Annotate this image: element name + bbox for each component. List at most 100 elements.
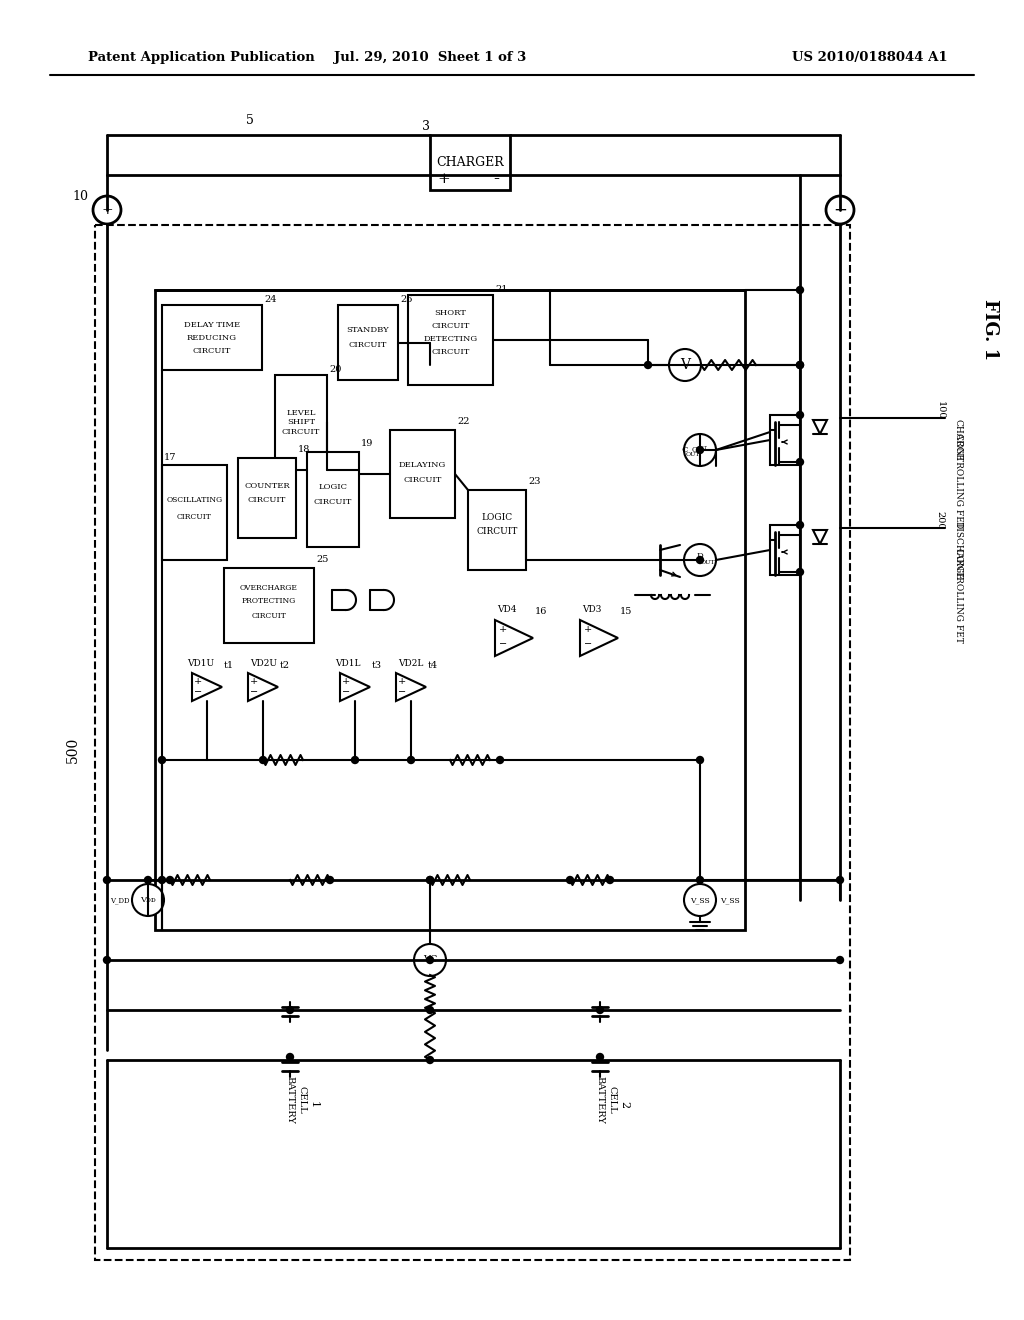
Text: +: + (250, 676, 258, 685)
Text: +: + (584, 626, 592, 635)
Text: BATTERY: BATTERY (286, 1076, 295, 1123)
Text: C: C (682, 446, 688, 454)
Text: 2: 2 (618, 1101, 629, 1109)
Circle shape (566, 876, 573, 883)
Text: CIRCUIT: CIRCUIT (431, 322, 470, 330)
Bar (162, 465, 227, 560)
Text: +: + (194, 676, 202, 685)
Text: t3: t3 (372, 660, 382, 669)
Bar (307, 451, 359, 546)
Text: t1: t1 (224, 660, 234, 669)
Text: CIRCUIT: CIRCUIT (476, 528, 518, 536)
Circle shape (103, 876, 111, 883)
Text: 21: 21 (495, 285, 508, 293)
Circle shape (327, 876, 334, 883)
Bar (275, 375, 327, 470)
Circle shape (797, 521, 804, 528)
Bar (770, 525, 800, 576)
Bar (224, 568, 314, 643)
Circle shape (797, 362, 804, 368)
Circle shape (497, 756, 504, 763)
Circle shape (597, 1006, 603, 1014)
Text: 22: 22 (457, 417, 469, 426)
Bar (95, 224, 850, 1261)
Text: V_DD: V_DD (111, 896, 130, 904)
Text: Jul. 29, 2010  Sheet 1 of 3: Jul. 29, 2010 Sheet 1 of 3 (334, 51, 526, 65)
Circle shape (351, 756, 358, 763)
Text: CIRCUIT: CIRCUIT (403, 477, 441, 484)
Text: 10: 10 (72, 190, 88, 202)
Text: V_SS: V_SS (720, 896, 739, 904)
Circle shape (684, 544, 716, 576)
Text: DELAY TIME: DELAY TIME (184, 321, 240, 329)
Text: CIRCUIT: CIRCUIT (431, 348, 470, 356)
Text: 17: 17 (164, 453, 176, 462)
Text: Cₒᵁᵀ: Cₒᵁᵀ (692, 446, 708, 454)
Circle shape (797, 362, 804, 368)
Text: CIRCUIT: CIRCUIT (177, 513, 212, 521)
Text: −: − (834, 202, 847, 219)
Text: +: + (101, 203, 113, 216)
Text: VD1U: VD1U (187, 659, 214, 668)
Text: 16: 16 (535, 607, 548, 616)
Circle shape (427, 1006, 433, 1014)
Text: VD4: VD4 (497, 606, 516, 615)
Circle shape (132, 884, 164, 916)
Text: 500: 500 (66, 737, 80, 763)
Circle shape (837, 957, 844, 964)
Text: V: V (680, 358, 690, 372)
Text: +: + (398, 676, 407, 685)
Text: CIRCUIT: CIRCUIT (313, 498, 352, 506)
Bar (155, 290, 745, 931)
Bar (770, 414, 800, 465)
Text: CELL: CELL (298, 1086, 306, 1114)
Text: −: − (584, 639, 592, 648)
Text: LOGIC: LOGIC (318, 483, 347, 491)
Circle shape (797, 412, 804, 418)
Circle shape (684, 434, 716, 466)
Circle shape (644, 362, 651, 368)
Circle shape (797, 569, 804, 576)
Circle shape (797, 458, 804, 466)
Text: CIRCUIT: CIRCUIT (193, 347, 231, 355)
Text: -: - (493, 170, 499, 187)
Text: OVERCHARGE: OVERCHARGE (240, 583, 298, 591)
Text: 5: 5 (246, 114, 254, 127)
Circle shape (696, 446, 703, 454)
Text: 25: 25 (316, 556, 329, 565)
Circle shape (159, 756, 166, 763)
Text: 24: 24 (264, 294, 276, 304)
Text: 19: 19 (361, 440, 374, 449)
Text: DETECTING: DETECTING (424, 335, 477, 343)
Text: COUNTER: COUNTER (244, 482, 290, 490)
Circle shape (669, 348, 701, 381)
Text: −: − (194, 689, 202, 697)
Text: STANDBY: STANDBY (347, 326, 389, 334)
Circle shape (696, 876, 703, 883)
Text: FIG. 1: FIG. 1 (981, 300, 999, 360)
Circle shape (597, 1053, 603, 1060)
Text: t2: t2 (280, 660, 290, 669)
Text: BATTERY: BATTERY (596, 1076, 604, 1123)
Text: 3: 3 (422, 120, 430, 133)
Circle shape (93, 195, 121, 224)
Text: CONTROLLING FET: CONTROLLING FET (953, 433, 963, 528)
Circle shape (408, 756, 415, 763)
Circle shape (167, 876, 173, 883)
Text: DISCHARGE: DISCHARGE (953, 520, 963, 579)
Text: CHARGER: CHARGER (436, 156, 504, 169)
Text: −: − (499, 639, 507, 648)
Text: 200: 200 (936, 511, 944, 529)
Text: PROTECTING: PROTECTING (242, 597, 296, 605)
Bar (468, 490, 526, 570)
Circle shape (159, 876, 166, 883)
Text: 18: 18 (298, 446, 310, 454)
Circle shape (259, 756, 266, 763)
Text: −: − (250, 689, 258, 697)
Text: Patent Application Publication: Patent Application Publication (88, 51, 314, 65)
Bar (430, 135, 510, 190)
Text: 26: 26 (400, 294, 413, 304)
Text: t4: t4 (428, 660, 438, 669)
Text: CIRCUIT: CIRCUIT (349, 341, 387, 348)
Bar (162, 305, 262, 370)
